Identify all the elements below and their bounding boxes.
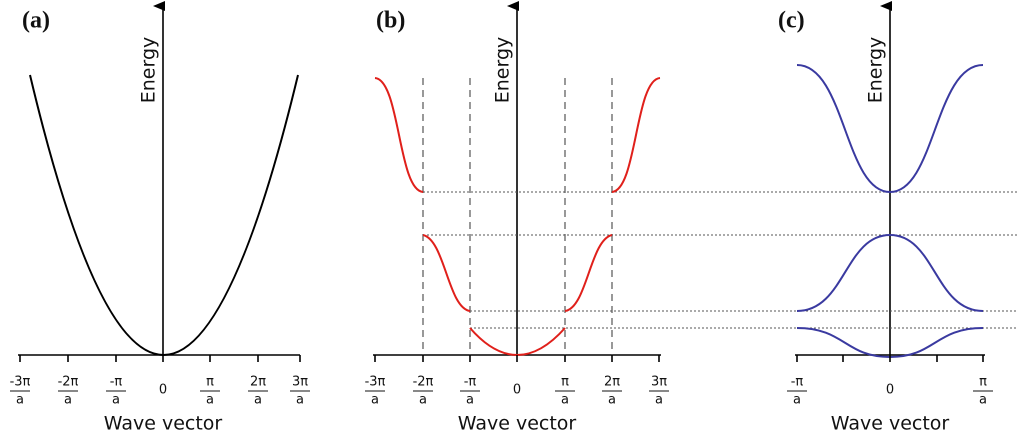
tick-numerator: -3π [10, 375, 31, 390]
tick-numerator: 3π [292, 375, 308, 390]
tick-denominator: a [466, 393, 474, 408]
tick-numerator: -π [110, 375, 123, 390]
tick-numerator: 3π [651, 375, 667, 390]
x-axis-label: Wave vector [831, 413, 950, 435]
x-axis-label: Wave vector [458, 413, 577, 435]
tick-label: 0 [159, 383, 167, 398]
tick-numerator: -π [464, 375, 477, 390]
tick-numerator: 2π [250, 375, 266, 390]
tick-denominator: a [112, 393, 120, 408]
panel-label: (c) [778, 8, 805, 34]
tick-numerator: -3π [365, 375, 386, 390]
panel-label: (b) [376, 8, 405, 34]
tick-denominator: a [64, 393, 72, 408]
tick-denominator: a [206, 393, 214, 408]
free-electron-curve [29, 74, 299, 356]
tick-numerator: π [561, 375, 569, 390]
tick-denominator: a [655, 393, 663, 408]
tick-numerator: -2π [58, 375, 79, 390]
tick-denominator: a [296, 393, 304, 408]
tick-denominator: a [16, 393, 24, 408]
tick-denominator: a [371, 393, 379, 408]
y-axis-label: Energy [138, 37, 160, 104]
y-axis-label: Energy [492, 37, 514, 104]
tick-denominator: a [561, 393, 569, 408]
tick-denominator: a [254, 393, 262, 408]
zone-boundaries [422, 78, 613, 355]
tick-denominator: a [793, 393, 801, 408]
x-axis-label: Wave vector [104, 413, 223, 435]
y-axis-label: Energy [865, 37, 887, 104]
tick-numerator: π [979, 375, 987, 390]
tick-numerator: π [206, 375, 214, 390]
tick-numerator: 2π [604, 375, 620, 390]
tick-numerator: -2π [413, 375, 434, 390]
tick-label: 0 [513, 383, 521, 398]
panel-label: (a) [22, 8, 50, 34]
tick-numerator: -π [791, 375, 804, 390]
tick-label: 0 [886, 383, 894, 398]
tick-denominator: a [979, 393, 987, 408]
tick-denominator: a [419, 393, 427, 408]
gap-lines [423, 191, 1018, 329]
tick-denominator: a [608, 393, 616, 408]
